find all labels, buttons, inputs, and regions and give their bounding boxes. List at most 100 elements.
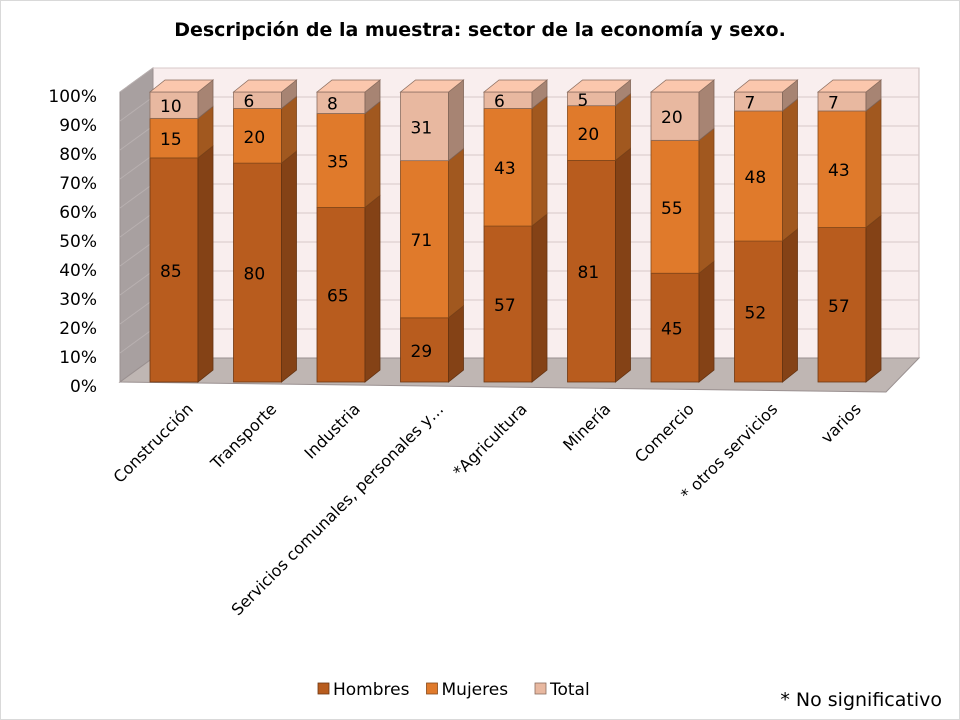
gridline-side (119, 299, 154, 325)
y-tick-label: 80% (59, 145, 97, 165)
bar-side (782, 228, 798, 383)
bar-side (448, 79, 464, 162)
bar-segment (567, 147, 631, 383)
bar-segment (567, 92, 631, 162)
legend-label: Mujeres (442, 680, 509, 700)
data-label: 35 (327, 152, 349, 172)
bar-front (650, 91, 700, 141)
bar-segment (316, 100, 381, 209)
bar-front (400, 317, 449, 383)
bar-side (197, 145, 214, 383)
bar-segment (483, 95, 548, 227)
bar-front (400, 160, 449, 319)
y-tick-label: 100% (48, 87, 97, 107)
data-label: 5 (578, 91, 589, 111)
data-label: 48 (745, 168, 767, 188)
bar-front (316, 91, 366, 114)
bar-segment (650, 260, 715, 383)
y-axis-ticks: 0% 10% 20% 30% 40% 50% 60% 70% 80% 90% 100% (48, 87, 97, 397)
bar-front (400, 91, 449, 162)
bar-top (399, 79, 465, 93)
gridline-side (119, 125, 154, 151)
bar-side (364, 100, 381, 209)
bar-front (233, 108, 282, 164)
bar-front (817, 91, 867, 112)
bar-top (482, 79, 549, 93)
data-label: 7 (828, 93, 839, 113)
data-label: 6 (494, 92, 505, 112)
y-tick-label: 70% (59, 174, 97, 194)
legend-swatch (426, 682, 438, 695)
bar-segment (399, 79, 465, 162)
bar-top (566, 79, 632, 93)
bar-front (149, 117, 199, 159)
legend: Hombres Mujeres Total (317, 680, 590, 700)
bar-side (865, 214, 882, 383)
legend-entry: Total (534, 680, 590, 700)
y-tick-label: 20% (59, 319, 97, 339)
data-label: 57 (828, 297, 850, 317)
bar-front (483, 108, 533, 227)
bar-front (734, 91, 783, 112)
bar-side (698, 260, 715, 383)
bar-segment (566, 79, 632, 107)
y-tick-label: 90% (59, 116, 97, 136)
data-label: 15 (160, 130, 182, 150)
data-label: 71 (411, 231, 433, 251)
y-tick-label: 60% (59, 203, 97, 223)
bar-segment (232, 79, 298, 110)
data-label: 20 (661, 108, 683, 128)
bar-side (782, 98, 798, 242)
y-tick-label: 50% (59, 232, 97, 252)
data-label: 43 (828, 161, 850, 181)
data-label: 20 (244, 128, 266, 148)
bar-side (364, 194, 381, 383)
legend-label: Hombres (333, 680, 410, 700)
data-label: 52 (745, 304, 767, 324)
category-label: Industria (300, 399, 363, 462)
bar-segment (733, 79, 799, 112)
bar-top (816, 79, 883, 93)
bar-front (817, 227, 867, 383)
bar-segment (483, 213, 548, 383)
bar-front (233, 162, 282, 383)
bar-side (698, 127, 715, 275)
data-label: 6 (244, 92, 255, 112)
category-label: varios (817, 399, 865, 447)
category-label: Construcción (110, 399, 197, 486)
bar-side (865, 98, 882, 229)
bar-segment (148, 79, 215, 120)
bar-top (733, 79, 799, 93)
gridline-side (119, 241, 154, 267)
bar-segment (315, 79, 382, 115)
gridline-side (119, 154, 154, 180)
data-label: 55 (661, 199, 683, 219)
category-label: *Agricultura (449, 399, 531, 481)
data-label: 43 (494, 159, 516, 179)
bar-top (148, 79, 215, 93)
bar-side (615, 147, 631, 383)
data-label: 10 (160, 97, 182, 117)
data-label: 31 (411, 118, 433, 138)
legend-swatch (534, 682, 547, 695)
data-label: 81 (578, 263, 600, 283)
bar-side (531, 95, 548, 227)
category-label: Transporte (206, 399, 280, 473)
bar-segment (816, 79, 883, 112)
data-label: 80 (244, 265, 266, 285)
bar-segment (482, 79, 549, 110)
bar-segment (400, 147, 464, 319)
data-label: 65 (327, 287, 349, 307)
bar-side (531, 213, 548, 383)
data-labels: 85 15 10 80 20 6 65 35 8 29 71 31 57 43 6 81 20 5 45 55 20 52… (160, 91, 850, 362)
data-label: 8 (327, 95, 338, 115)
bar-side (448, 304, 464, 383)
y-tick-label: 40% (59, 261, 97, 281)
bar-top (649, 79, 716, 93)
bar-front (567, 159, 616, 383)
gridline-side (119, 96, 154, 122)
data-label: 7 (745, 93, 756, 113)
gridline-side (119, 270, 154, 296)
bar-front (567, 91, 616, 107)
